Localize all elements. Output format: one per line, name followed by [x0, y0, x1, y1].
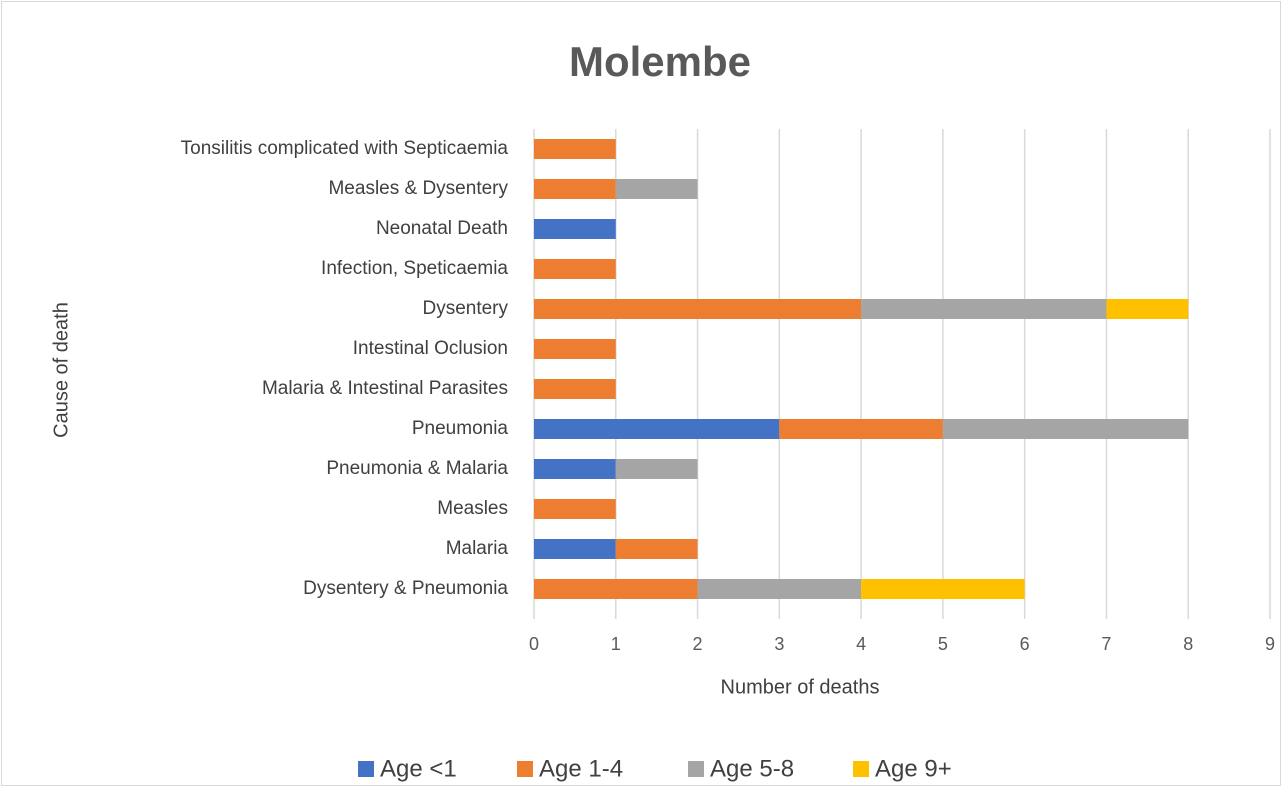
legend-label: Age <1	[380, 755, 457, 782]
y-tick-label: Measles	[437, 498, 508, 519]
bar-segment	[615, 459, 698, 479]
x-tick-label: 8	[1183, 634, 1193, 654]
bar-segment	[534, 219, 616, 239]
legend-label: Age 5-8	[710, 755, 794, 782]
y-tick-label: Infection, Speticaemia	[321, 258, 508, 279]
y-tick-label: Pneumonia & Malaria	[326, 458, 508, 479]
bar-segment	[534, 579, 698, 599]
bar-segment	[534, 419, 780, 439]
x-tick-label: 1	[611, 634, 621, 654]
bar-segment	[534, 499, 616, 519]
bar-segment	[779, 419, 943, 439]
bar-segment	[534, 179, 616, 199]
y-axis-title: Cause of death	[50, 302, 72, 438]
x-tick-label: 9	[1265, 634, 1275, 654]
bar-segment	[534, 339, 616, 359]
y-tick-label: Dysentery & Pneumonia	[303, 578, 508, 599]
bar-segment	[1106, 299, 1189, 319]
y-tick-label: Pneumonia	[412, 418, 509, 439]
legend-label: Age 9+	[875, 755, 952, 782]
x-tick-label: 4	[856, 634, 866, 654]
x-tick-label: 0	[529, 634, 539, 654]
x-tick-label: 2	[693, 634, 703, 654]
bar-segment	[861, 579, 1025, 599]
y-tick-label: Intestinal Oclusion	[353, 338, 508, 359]
legend-swatch	[358, 761, 374, 777]
y-tick-label: Neonatal Death	[376, 218, 508, 239]
x-tick-label: 3	[774, 634, 784, 654]
bar-segment	[534, 299, 862, 319]
bar-segment	[534, 259, 616, 279]
bar-segment	[534, 459, 616, 479]
bar-segment	[534, 139, 616, 159]
y-tick-label: Malaria & Intestinal Parasites	[262, 378, 508, 399]
legend-swatch	[517, 761, 533, 777]
y-tick-label: Dysentery	[422, 298, 508, 319]
x-tick-label: 7	[1101, 634, 1111, 654]
bar-segment	[615, 179, 698, 199]
legend-label: Age 1-4	[539, 755, 623, 782]
bar-segment	[615, 539, 698, 559]
x-axis-title: Number of deaths	[721, 676, 880, 698]
bar-segment	[697, 579, 862, 599]
y-tick-label: Tonsilitis complicated with Septicaemia	[181, 138, 509, 159]
bar-segment	[534, 379, 616, 399]
x-tick-label: 5	[938, 634, 948, 654]
legend-swatch	[688, 761, 704, 777]
legend-swatch	[853, 761, 869, 777]
chart-title: Molembe	[569, 38, 751, 85]
bar-segment	[534, 539, 616, 559]
y-tick-label: Malaria	[446, 538, 509, 559]
bar-segment	[942, 419, 1189, 439]
x-tick-label: 6	[1020, 634, 1030, 654]
y-tick-label: Measles & Dysentery	[328, 178, 508, 199]
bar-segment	[861, 299, 1107, 319]
